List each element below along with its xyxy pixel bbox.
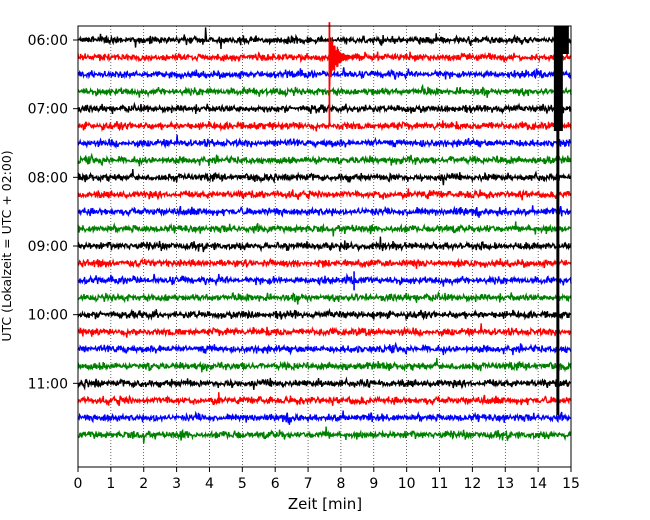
event-saturation-top (560, 26, 569, 54)
x-axis: 0 1 2 3 4 5 6 7 8 9 10 11 12 13 14 15 (74, 467, 580, 492)
x-tick-label: 12 (463, 476, 481, 492)
trace-0615 (77, 51, 572, 64)
trace-0845 (77, 221, 572, 237)
trace-1030 (77, 341, 572, 356)
y-tick-label: 11:00 (28, 376, 68, 392)
event-0615 (328, 37, 365, 86)
x-tick-label: 1 (106, 476, 115, 492)
seismic-events (328, 22, 569, 415)
x-axis-label: Zeit [min] (288, 495, 362, 513)
x-tick-label: 11 (431, 476, 449, 492)
trace-1130 (77, 410, 572, 425)
trace-0800 (77, 169, 572, 186)
x-tick-label: 9 (369, 476, 378, 492)
trace-0700 (77, 101, 572, 115)
trace-0815 (77, 188, 572, 201)
x-tick-label: 14 (529, 476, 547, 492)
x-tick-label: 8 (336, 476, 345, 492)
trace-1145 (77, 426, 572, 444)
y-axis: 06:00 07:00 08:00 09:00 10:00 11:00 (28, 33, 78, 392)
trace-1000 (77, 307, 572, 322)
trace-0930 (77, 272, 572, 287)
x-tick-label: 15 (562, 476, 580, 492)
trace-1100 (77, 376, 572, 391)
y-tick-label: 07:00 (28, 102, 68, 118)
trace-0830 (77, 205, 572, 218)
trace-0600 (77, 27, 572, 50)
trace-0745 (77, 152, 572, 167)
y-tick-label: 09:00 (28, 239, 68, 255)
trace-0645 (77, 83, 572, 98)
x-tick-label: 2 (139, 476, 148, 492)
x-tick-label: 13 (496, 476, 514, 492)
y-tick-label: 08:00 (28, 170, 68, 186)
y-axis-label: UTC (Lokalzeit = UTC + 02:00) (0, 150, 14, 341)
x-tick-label: 10 (398, 476, 416, 492)
trace-1045 (77, 357, 572, 373)
trace-0915 (77, 257, 572, 269)
x-tick-label: 0 (74, 476, 83, 492)
y-tick-label: 10:00 (28, 308, 68, 324)
trace-0715 (77, 120, 572, 132)
trace-0900 (77, 236, 572, 253)
x-tick-label: 6 (271, 476, 280, 492)
x-tick-label: 4 (205, 476, 214, 492)
x-tick-label: 7 (304, 476, 313, 492)
y-tick-label: 06:00 (28, 33, 68, 49)
seismogram-traces (77, 27, 572, 444)
x-tick-label: 3 (172, 476, 181, 492)
trace-0945 (77, 290, 572, 305)
x-tick-label: 5 (238, 476, 247, 492)
trace-0630 (77, 67, 572, 81)
trace-1015 (77, 323, 572, 338)
trace-1115 (77, 392, 572, 407)
trace-0730 (77, 134, 572, 150)
